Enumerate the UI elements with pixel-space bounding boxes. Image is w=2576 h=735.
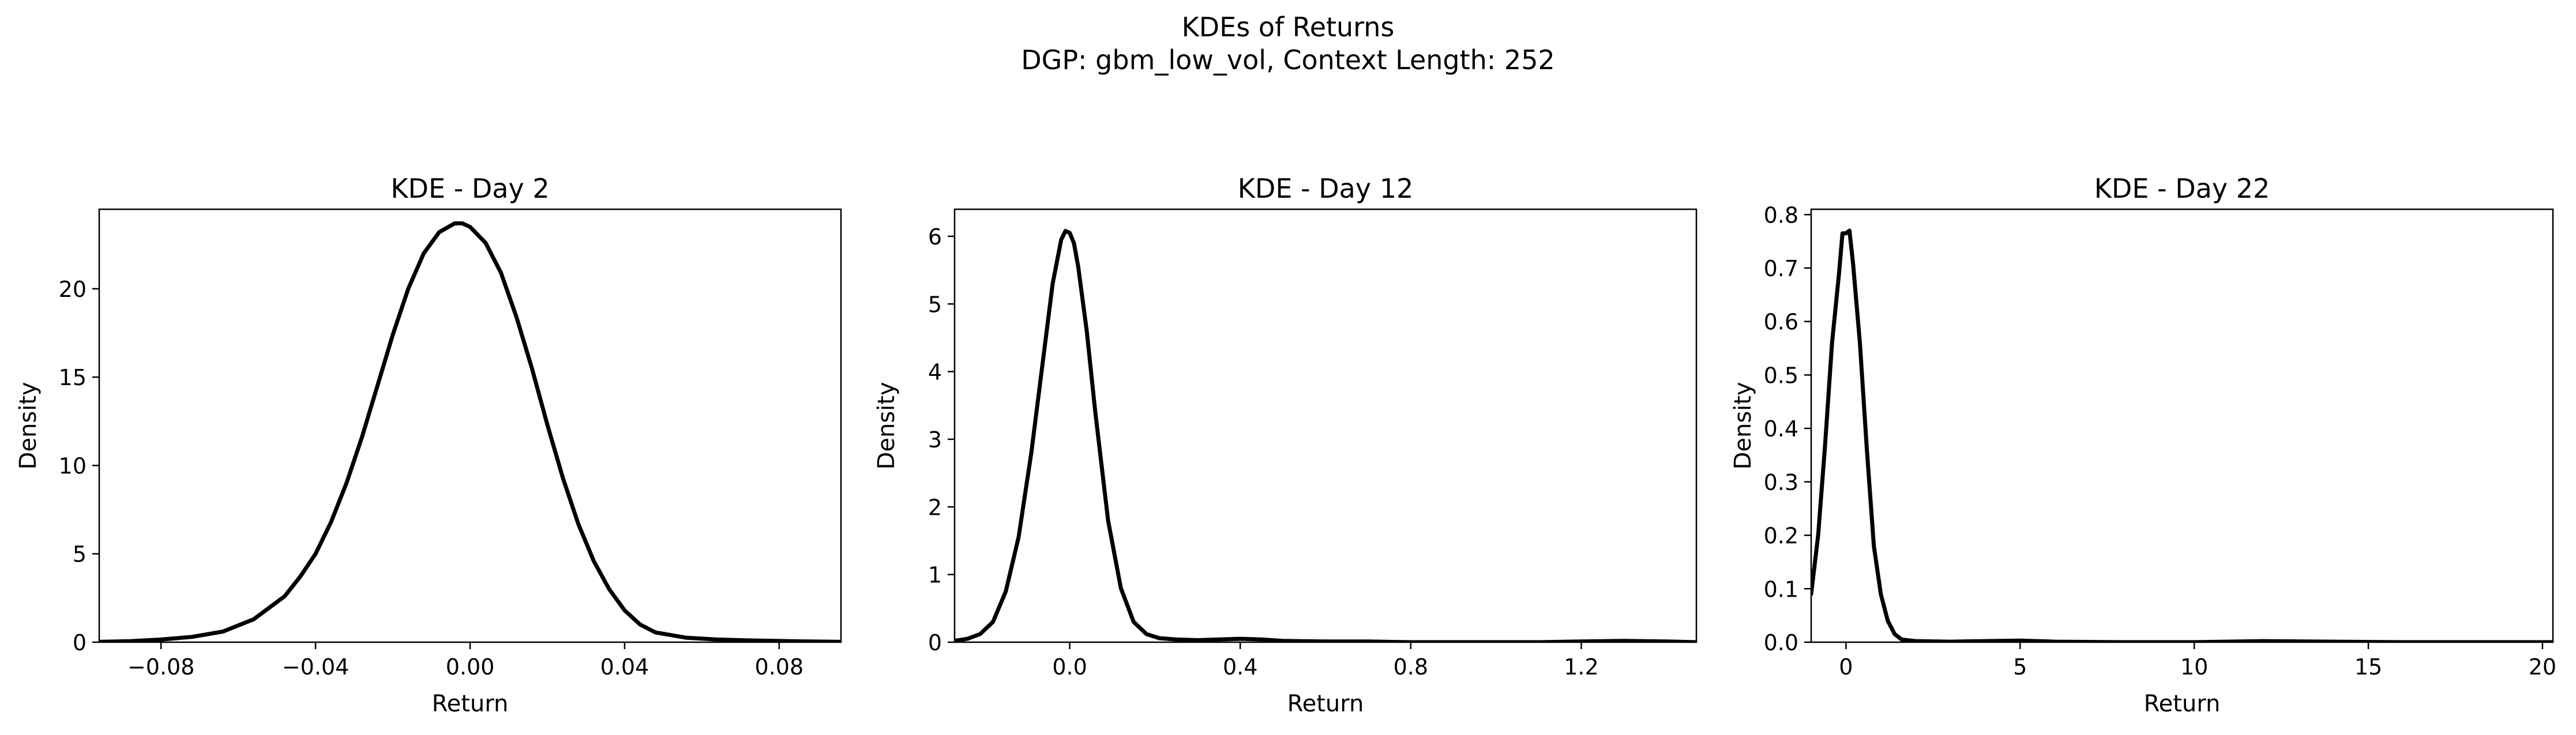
y-tick-label: 20 [59, 277, 87, 302]
y-tick-label: 6 [928, 224, 942, 250]
kde-panel-1: −0.08 −0.04 0.00 0.04 0.08 0 5 10 15 20 KDE - Day … [15, 173, 842, 717]
x-tick-label: 0.04 [600, 654, 649, 680]
y-tick-label: 10 [59, 453, 87, 478]
y-tick-label: 0 [928, 630, 942, 655]
y-tick-label: 0.4 [1764, 416, 1798, 442]
x-tick-label: 0.00 [446, 654, 495, 680]
x-tick-label: 5 [2013, 654, 2027, 680]
x-tick-label: 15 [2355, 654, 2382, 680]
y-tick-label: 0.2 [1764, 523, 1798, 549]
panel-title: KDE - Day 2 [390, 173, 549, 204]
y-tick-label: 0.6 [1764, 310, 1798, 335]
x-axis-label: Return [432, 691, 509, 717]
x-tick-label: −0.04 [282, 654, 349, 680]
y-tick-label: 5 [73, 542, 87, 567]
kde-curve [99, 221, 841, 642]
x-tick-label: 1.2 [1564, 654, 1598, 680]
x-tick-label: 0.4 [1223, 654, 1257, 680]
figure-subtitle: DGP: gbm_low_vol, Context Length: 252 [1021, 44, 1554, 76]
kde-panel-3: 0 5 10 15 20 0.0 0.1 0.2 0.3 0.4 0.5 0.6 0.7 0.8 KDE -… [1730, 173, 2556, 717]
panel-title: KDE - Day 22 [2094, 173, 2270, 204]
y-tick-label: 15 [59, 365, 87, 390]
x-axis-label: Return [1287, 691, 1364, 717]
y-tick-label: 0.8 [1764, 202, 1798, 228]
figure-title: KDEs of Returns [1182, 12, 1395, 43]
y-tick-label: 0.7 [1764, 256, 1798, 281]
y-tick-label: 0.3 [1764, 470, 1798, 495]
y-tick-label: 4 [928, 360, 942, 385]
y-tick-label: 0.1 [1764, 576, 1798, 602]
x-tick-label: 0.0 [1052, 654, 1087, 680]
x-axis-label: Return [2144, 691, 2221, 717]
x-tick-label: 10 [2180, 654, 2208, 680]
y-tick-label: 2 [928, 495, 942, 520]
x-tick-label: 20 [2529, 654, 2556, 680]
y-tick-label: 1 [928, 563, 942, 588]
axes-frame [1810, 208, 2554, 643]
y-tick-label: 3 [928, 427, 942, 453]
axes-frame [953, 208, 1698, 643]
y-tick-label: 0 [73, 630, 87, 655]
y-tick-label: 5 [928, 292, 942, 317]
kde-curve [955, 229, 1696, 642]
panel-title: KDE - Day 12 [1238, 173, 1413, 204]
y-axis-label: Density [1730, 382, 1756, 469]
x-tick-label: 0.8 [1394, 654, 1428, 680]
y-axis-label: Density [15, 382, 42, 469]
y-tick-label: 0.5 [1764, 363, 1798, 388]
y-tick-label: 0.0 [1764, 630, 1798, 655]
x-tick-label: 0.08 [755, 654, 804, 680]
y-axis-label: Density [873, 382, 900, 469]
x-tick-label: 0 [1839, 654, 1853, 680]
kde-panel-2: 0.0 0.4 0.8 1.2 0 1 2 3 4 5 6 KDE - Day 12 Return Den… [873, 173, 1698, 717]
x-tick-label: −0.08 [127, 654, 194, 680]
